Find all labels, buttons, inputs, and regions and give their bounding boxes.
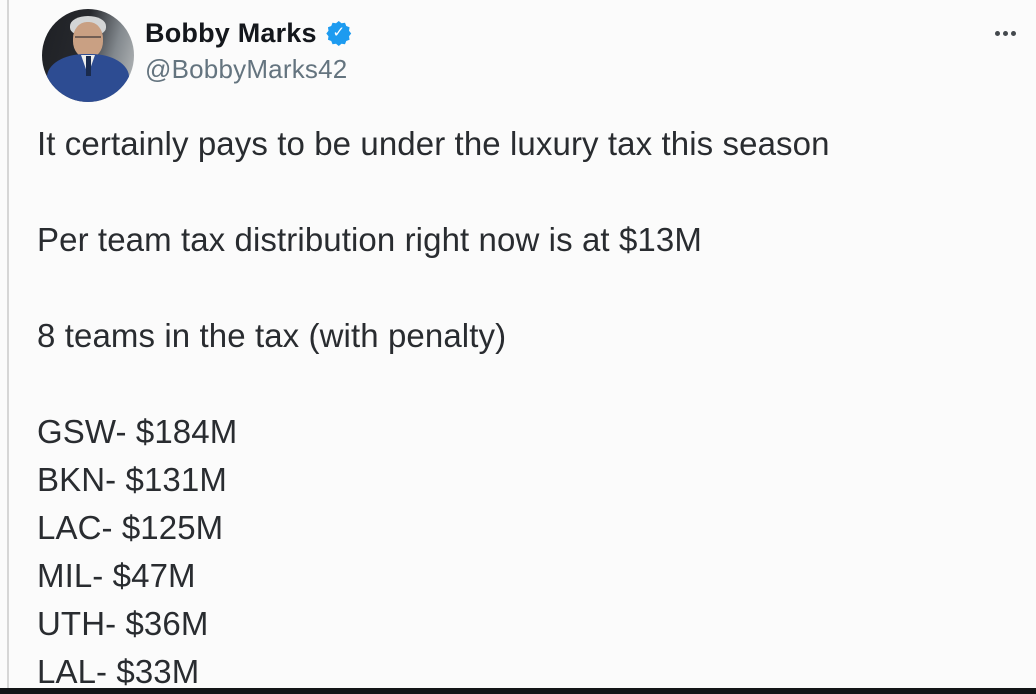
tweet-paragraph: 8 teams in the tax (with penalty) [37, 317, 507, 354]
tweet-body: It certainly pays to be under the luxury… [37, 120, 1007, 694]
tax-list: GSW- $184M BKN- $131M LAC- $125M MIL- $4… [37, 408, 1007, 694]
tweet-paragraph: Per team tax distribution right now is a… [37, 221, 702, 258]
author-name[interactable]: Bobby Marks [145, 18, 317, 48]
more-options-button[interactable] [986, 22, 1024, 44]
avatar-art [86, 56, 91, 76]
bottom-crop-bar [0, 688, 1036, 694]
tax-list-item: LAL- $33M [37, 653, 200, 690]
more-icon [994, 30, 1000, 36]
avatar-art [75, 36, 101, 42]
author-handle[interactable]: @BobbyMarks42 [145, 54, 348, 84]
tax-list-item: UTH- $36M [37, 605, 209, 642]
tax-list-item: LAC- $125M [37, 509, 224, 546]
more-icon [1010, 30, 1016, 36]
tweet-paragraph: It certainly pays to be under the luxury… [37, 125, 830, 162]
tax-list-item: GSW- $184M [37, 413, 238, 450]
tax-list-item: MIL- $47M [37, 557, 196, 594]
verified-badge-icon: ✓ [326, 21, 352, 46]
more-icon [1002, 30, 1008, 36]
tax-list-item: BKN- $131M [37, 461, 227, 498]
avatar-art [73, 22, 103, 58]
author-block: Bobby Marks ✓ @BobbyMarks42 [145, 17, 352, 85]
avatar[interactable] [42, 9, 134, 102]
screenshot-edge-line [7, 0, 9, 694]
checkmark-icon: ✓ [332, 23, 346, 41]
